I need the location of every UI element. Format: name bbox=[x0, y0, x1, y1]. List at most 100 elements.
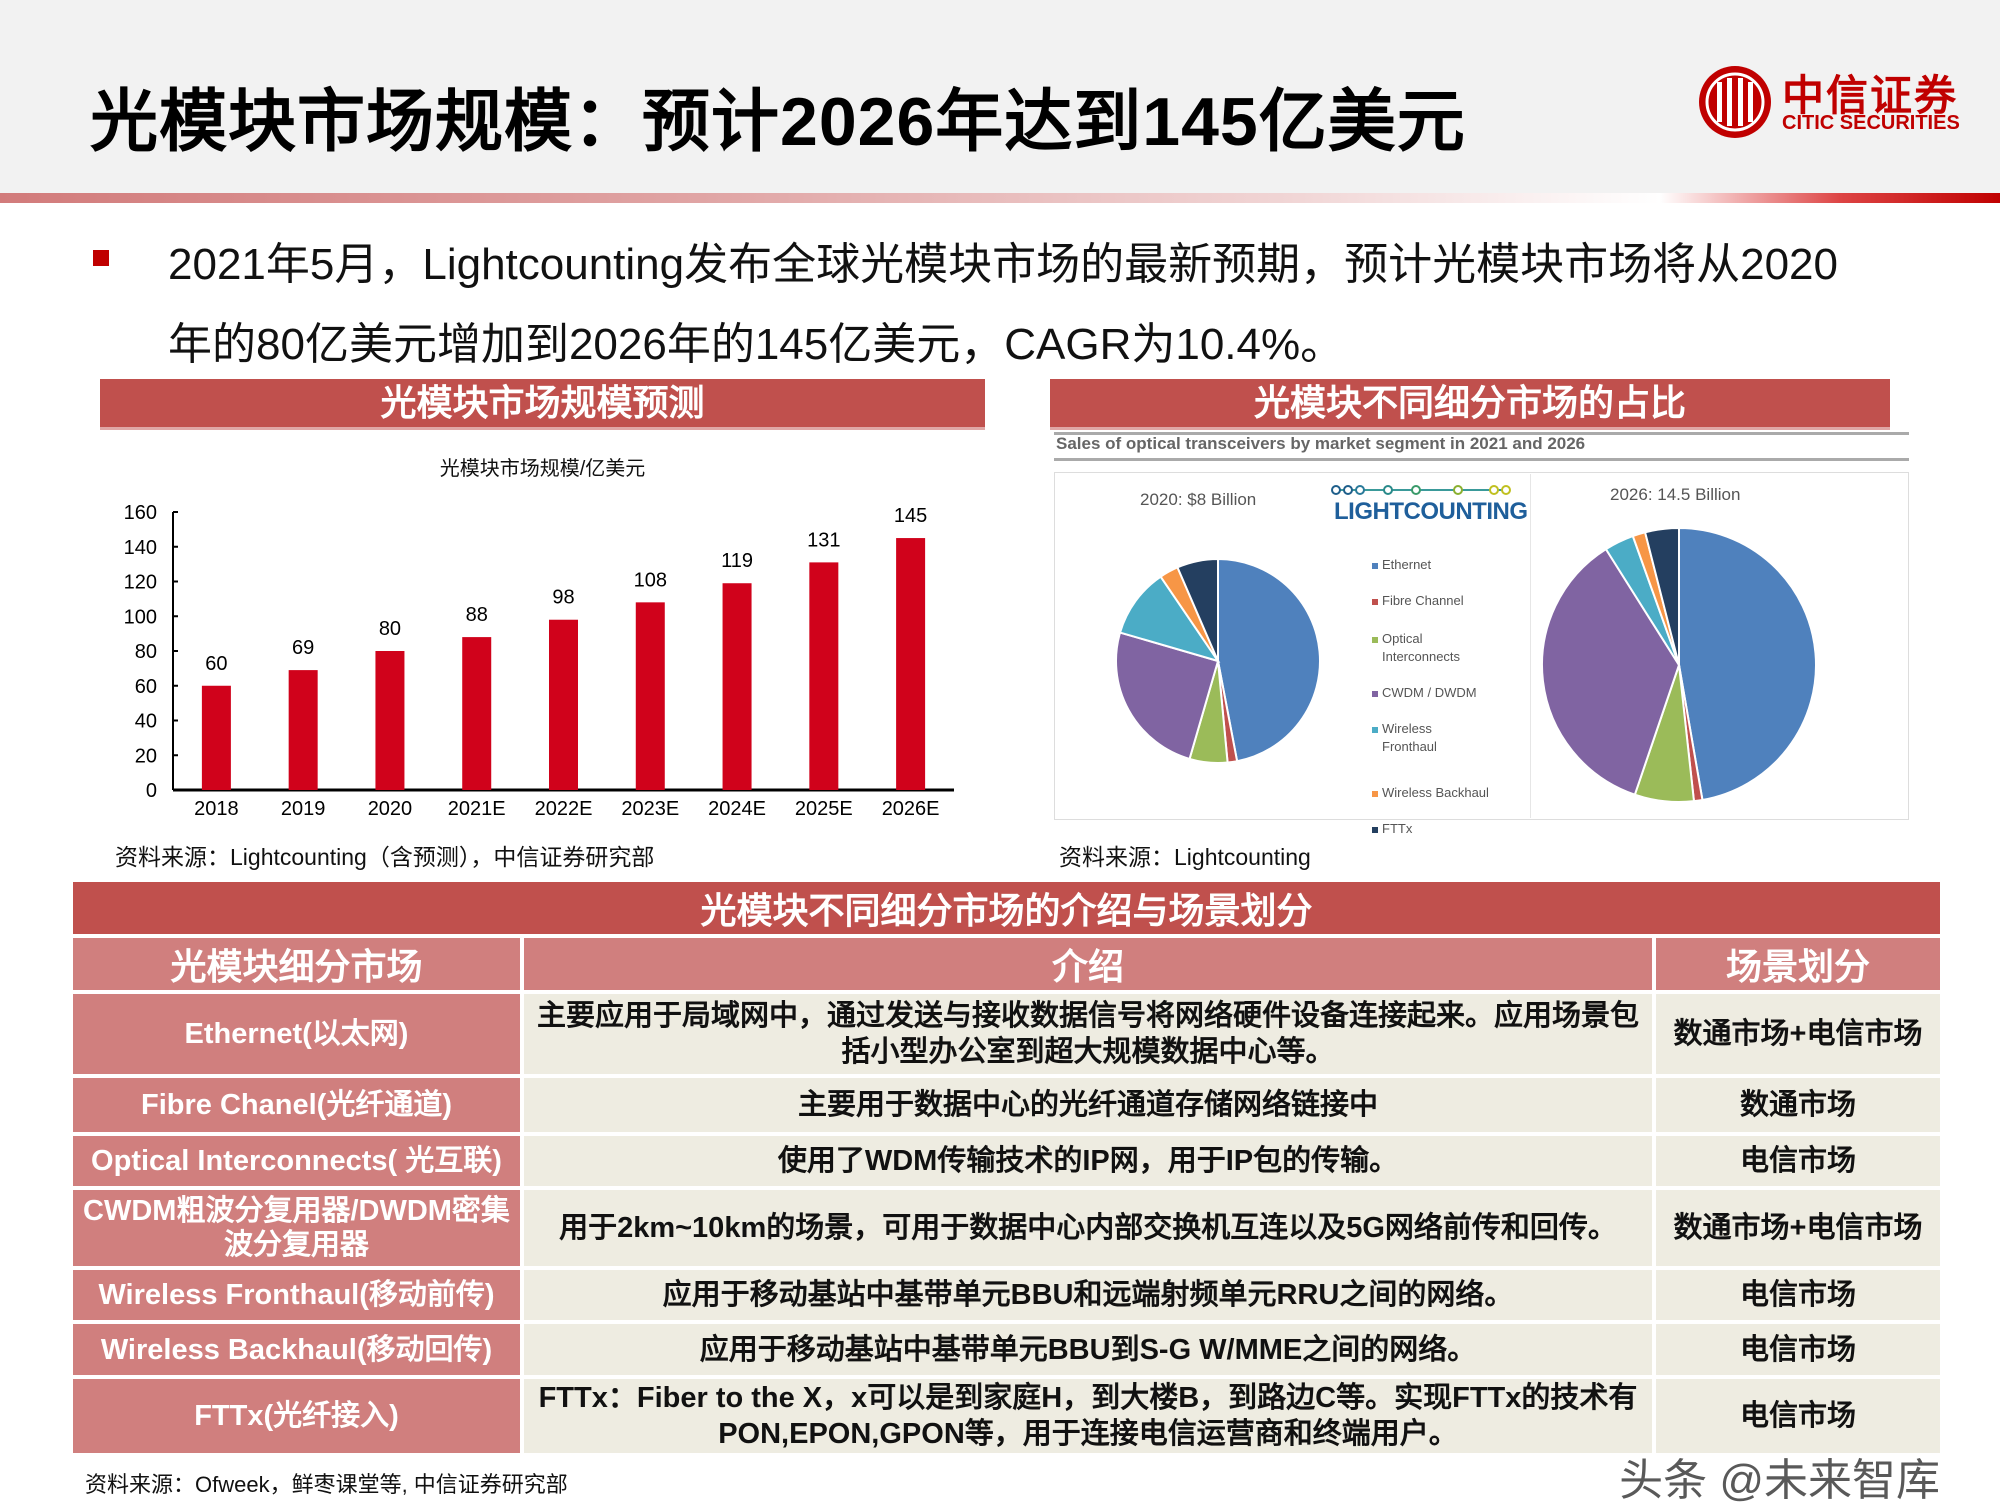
bar-chart: 0 20 40 60 80 100 120 140 160 60 2018 69 2019 80 2020 8… bbox=[124, 502, 954, 820]
legend-label-line2 bbox=[1372, 611, 1382, 626]
citic-logo-icon bbox=[1699, 66, 1771, 138]
x-tick-label: 2024E bbox=[708, 798, 766, 820]
legend-label: CWDM / DWDM bbox=[1382, 685, 1477, 700]
y-tick-label: 20 bbox=[135, 745, 157, 767]
segment-table: 光模块不同细分市场的介绍与场景划分 光模块细分市场 介绍 场景划分 Ethern… bbox=[69, 878, 1944, 1457]
y-tick-label: 120 bbox=[124, 572, 157, 594]
bar-chart-source: 资料来源：Lightcounting（含预测），中信证券研究部 bbox=[115, 844, 655, 870]
segment-table-section: 光模块不同细分市场的介绍与场景划分 光模块细分市场 介绍 场景划分 Ethern… bbox=[69, 878, 1944, 1505]
y-tick-label: 160 bbox=[124, 502, 157, 524]
legend-label: Ethernet bbox=[1382, 557, 1432, 572]
pie-charts bbox=[1115, 526, 1817, 803]
y-tick-label: 100 bbox=[124, 606, 157, 628]
legend-swatch bbox=[1372, 726, 1378, 733]
legend-item: Wireless Backhaul bbox=[1372, 784, 1489, 820]
pie-slice-2020 bbox=[1115, 631, 1220, 761]
legend-label: Fibre Channel bbox=[1382, 593, 1464, 608]
table-row: Ethernet(以太网) 主要应用于局域网中，通过发送与接收数据信号将网络硬件设… bbox=[69, 990, 1944, 1078]
intro-cell: FTTx：Fiber to the X，x可以是到家庭H，到大楼B，到路边C等。… bbox=[520, 1375, 1656, 1457]
page-title: 光模块市场规模：预计2026年达到145亿美元 bbox=[90, 84, 1466, 160]
intro-cell: 使用了WDM传输技术的IP网，用于IP包的传输。 bbox=[520, 1132, 1656, 1190]
logo-text-cn: 中信证券 bbox=[1782, 72, 1959, 119]
legend-label-line2: Interconnects bbox=[1382, 649, 1461, 664]
bar-value-label: 69 bbox=[292, 637, 314, 659]
pie-slice-2026 bbox=[1643, 526, 1680, 666]
legend-swatch bbox=[1372, 562, 1378, 569]
table-caption: 光模块不同细分市场的介绍与场景划分 bbox=[69, 878, 1944, 938]
lightcounting-logo-icon bbox=[1331, 485, 1511, 495]
legend-label: Wireless Backhaul bbox=[1382, 785, 1489, 800]
x-tick-label: 2020 bbox=[368, 798, 413, 820]
column-header-scene: 场景划分 bbox=[1652, 934, 1944, 994]
y-tick-label: 40 bbox=[135, 711, 157, 733]
legend-label-line2 bbox=[1372, 803, 1382, 818]
legend-item: FTTx bbox=[1372, 820, 1412, 856]
pie-slice-2026 bbox=[1678, 526, 1817, 802]
x-tick-label: 2019 bbox=[281, 798, 326, 820]
summary-line-1: 2021年5月，Lightcounting发布全球光模块市场的最新预期，预计光模… bbox=[168, 240, 1838, 289]
table-row: Wireless Backhaul(移动回传) 应用于移动基站中基带单元BBU到S… bbox=[69, 1320, 1944, 1379]
bar bbox=[549, 619, 578, 790]
market-cell: CWDM粗波分复用器/DWDM密集波分复用器 bbox=[69, 1186, 524, 1270]
intro-cell: 应用于移动基站中基带单元BBU到S-G W/MME之间的网络。 bbox=[520, 1320, 1656, 1379]
x-tick-label: 2021E bbox=[448, 798, 506, 820]
x-tick-label: 2023E bbox=[621, 798, 679, 820]
bar-value-label: 131 bbox=[807, 529, 840, 551]
legend-swatch bbox=[1372, 690, 1378, 697]
intro-cell: 主要应用于局域网中，通过发送与接收数据信号将网络硬件设备连接起来。应用场景包括小… bbox=[520, 990, 1656, 1078]
market-cell: FTTx(光纤接入) bbox=[69, 1375, 524, 1457]
scene-cell: 电信市场 bbox=[1652, 1320, 1944, 1379]
logo-text-en: CITIC SECURITIES bbox=[1782, 112, 1960, 134]
legend-swatch bbox=[1372, 826, 1378, 833]
bar bbox=[896, 538, 926, 790]
summary-line-2: 年的80亿美元增加到2026年的145亿美元，CAGR为10.4%。 bbox=[168, 320, 1345, 369]
bar-chart-heading: 光模块市场规模预测 bbox=[100, 379, 985, 427]
pie-2026-title: 2026: 14.5 Billion bbox=[1610, 485, 1741, 504]
legend-item: Optical Interconnects bbox=[1372, 630, 1460, 666]
bar-chart-title: 光模块市场规模/亿美元 bbox=[439, 458, 646, 480]
bar-value-label: 145 bbox=[894, 505, 927, 527]
header-band bbox=[0, 0, 2000, 193]
legend-swatch bbox=[1372, 636, 1378, 643]
scene-cell: 数通市场+电信市场 bbox=[1652, 1186, 1944, 1270]
market-cell: Wireless Backhaul(移动回传) bbox=[69, 1320, 524, 1379]
market-cell: Fibre Chanel(光纤通道) bbox=[69, 1074, 524, 1136]
x-tick-label: 2025E bbox=[795, 798, 853, 820]
pie-slice-2020 bbox=[1118, 575, 1221, 663]
pie-slice-2020 bbox=[1217, 557, 1321, 763]
legend-item: Wireless Fronthaul bbox=[1372, 720, 1437, 756]
legend-label: FTTx bbox=[1382, 821, 1413, 836]
legend-label-line2 bbox=[1372, 703, 1382, 718]
legend-item: Fibre Channel bbox=[1372, 592, 1464, 628]
y-tick-label: 0 bbox=[146, 780, 157, 802]
bar-value-label: 80 bbox=[379, 618, 401, 640]
bar bbox=[635, 602, 665, 790]
scene-cell: 电信市场 bbox=[1652, 1266, 1944, 1324]
y-tick-label: 140 bbox=[124, 537, 157, 559]
legend-label-line2 bbox=[1372, 575, 1382, 590]
market-cell: Ethernet(以太网) bbox=[69, 990, 524, 1078]
watermark: 头条 @未来智库 bbox=[1619, 1456, 1940, 1505]
scene-cell: 电信市场 bbox=[1652, 1132, 1944, 1190]
x-tick-label: 2018 bbox=[194, 798, 239, 820]
x-tick-label: 2022E bbox=[535, 798, 593, 820]
bullet-icon bbox=[93, 250, 109, 266]
header-gradient-divider bbox=[0, 193, 2000, 203]
bar bbox=[809, 562, 839, 790]
pie-2020-title: 2020: $8 Billion bbox=[1140, 490, 1257, 509]
intro-cell: 主要用于数据中心的光纤通道存储网络链接中 bbox=[520, 1074, 1656, 1136]
pie-slice-2020 bbox=[1176, 557, 1219, 662]
pie-subtitle: Sales of optical transceivers by market … bbox=[1056, 434, 1586, 453]
intro-cell: 用于2km~10km的场景，可用于数据中心内部交换机互连以及5G网络前传和回传。 bbox=[520, 1186, 1656, 1270]
scene-cell: 数通市场 bbox=[1652, 1074, 1944, 1136]
table-row: CWDM粗波分复用器/DWDM密集波分复用器 用于2km~10km的场景，可用于数… bbox=[69, 1186, 1944, 1270]
table-row: Optical Interconnects( 光互联) 使用了WDM传输技术的IP… bbox=[69, 1132, 1944, 1190]
table-source: 资料来源：Ofweek，鲜枣课堂等, 中信证券研究部 bbox=[85, 1472, 568, 1497]
bar-value-label: 60 bbox=[205, 653, 227, 675]
legend-label-line2 bbox=[1372, 839, 1382, 854]
legend-swatch bbox=[1372, 598, 1378, 605]
pie-chart-source: 资料来源：Lightcounting bbox=[1059, 844, 1311, 870]
y-tick-label: 60 bbox=[135, 676, 157, 698]
legend-item: CWDM / DWDM bbox=[1372, 684, 1477, 720]
divider bbox=[1530, 474, 1531, 818]
